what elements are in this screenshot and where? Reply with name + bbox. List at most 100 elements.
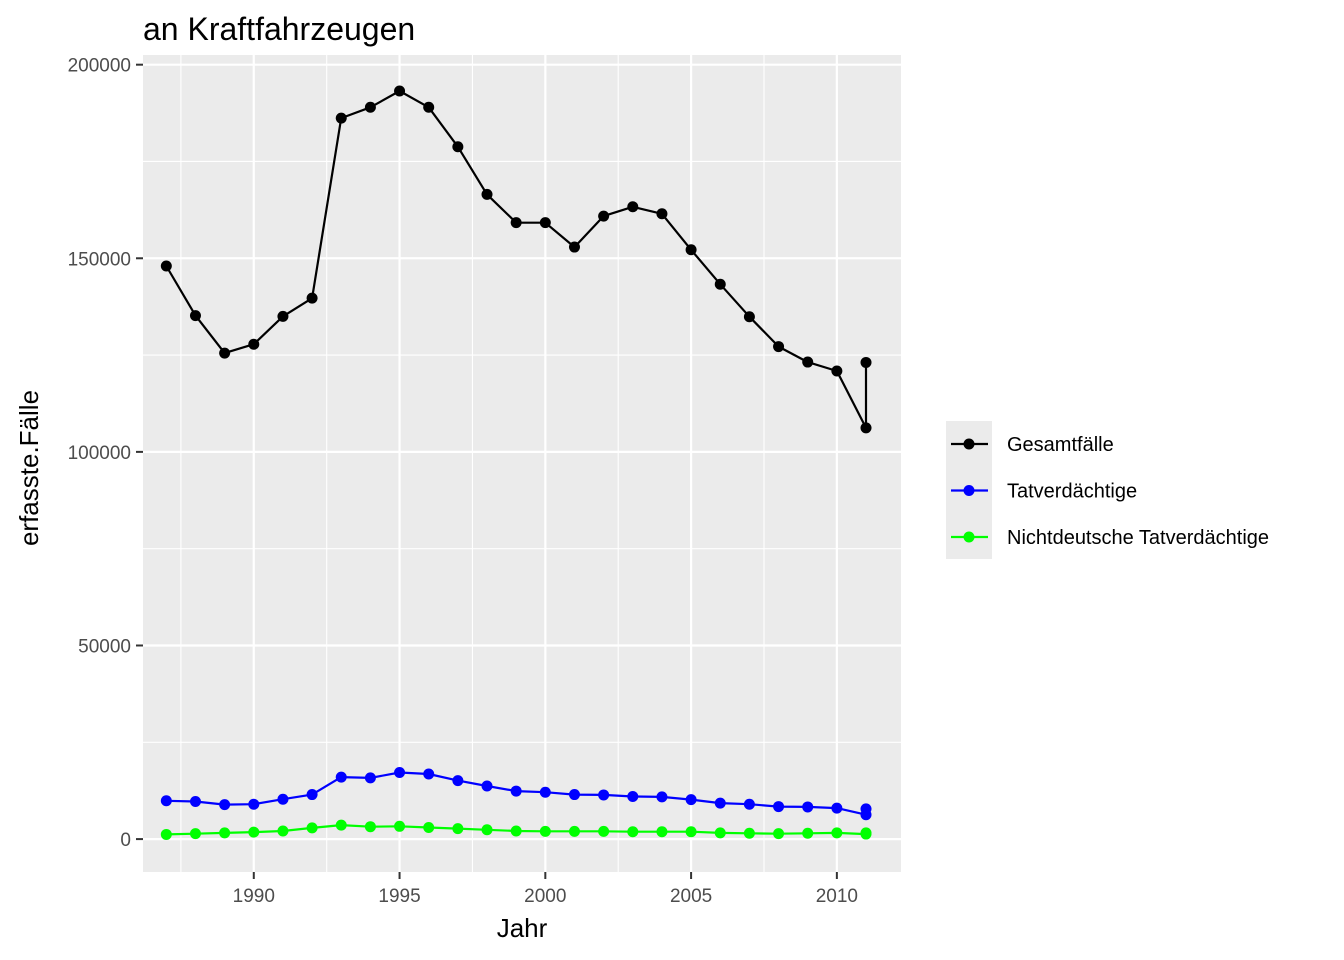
series-3-point [860, 827, 872, 839]
plot-panel [143, 55, 901, 872]
series-2-point [714, 797, 726, 809]
series-3-point [364, 821, 376, 833]
series-2-point [656, 791, 668, 803]
series-1-line [165, 89, 868, 429]
y-tick-label: 0 [120, 830, 131, 851]
series-1-point [219, 347, 231, 359]
series-2-point [802, 801, 814, 813]
major-gridlines [143, 55, 901, 872]
series-2-point [423, 768, 435, 780]
series-3-point [831, 827, 843, 839]
series-1-point [481, 188, 493, 200]
series-2-point [335, 771, 347, 783]
series-1-point [423, 101, 435, 113]
series-1-point [802, 356, 814, 368]
minor-gridlines [143, 55, 901, 872]
y-tick-label: 50000 [78, 636, 131, 657]
series-3-point [189, 828, 201, 840]
series-2-point [364, 772, 376, 784]
x-axis-title: Jahr [497, 913, 548, 943]
series-1-point [860, 422, 872, 434]
series-2-point [452, 775, 464, 787]
series-2-point [277, 793, 289, 805]
y-tick-label: 100000 [68, 443, 131, 464]
series-2 [160, 766, 872, 821]
series-1-point [306, 292, 318, 304]
series-3 [160, 819, 872, 840]
series-3-point [394, 820, 406, 832]
series-3-point [306, 822, 318, 834]
series-3-point [656, 826, 668, 838]
series-1-point [160, 260, 172, 272]
series-1-point [277, 310, 289, 322]
series-2-point [598, 789, 610, 801]
series-3-point [773, 828, 785, 840]
series-3-point [335, 819, 347, 831]
series-1-point [539, 217, 551, 229]
series-3-point [160, 828, 172, 840]
series-2-point [860, 803, 872, 815]
y-tick-label: 200000 [68, 56, 131, 77]
y-axis-title: erfasste.Fälle [14, 390, 44, 546]
series-3-point [743, 827, 755, 839]
series-1-point [714, 278, 726, 290]
series-2-point [831, 802, 843, 814]
y-axis: 0 50000 100000 150000 200000 [68, 56, 143, 851]
series-1 [160, 85, 872, 434]
series-2-point [306, 789, 318, 801]
series-3-point [452, 823, 464, 835]
series-1-point [189, 310, 201, 322]
series-1-point [685, 244, 697, 256]
series-2-point [568, 789, 580, 801]
series-layer [160, 85, 872, 840]
series-1-point [568, 241, 580, 253]
series-3-point [481, 824, 493, 836]
series-3-point [510, 825, 522, 837]
series-2-point [510, 785, 522, 797]
x-tick-label: 2010 [816, 886, 858, 907]
series-1-point [743, 311, 755, 323]
x-tick-label: 2000 [524, 886, 566, 907]
series-1-point [598, 210, 610, 222]
series-3-point [714, 827, 726, 839]
series-2-point [481, 780, 493, 792]
series-1-point [452, 141, 464, 153]
chart-title: an Kraftfahrzeugen [143, 11, 415, 47]
series-3-point [423, 821, 435, 833]
series-1-point [335, 112, 347, 124]
y-tick-label: 150000 [68, 249, 131, 270]
series-1-point [860, 356, 872, 368]
series-1-point [248, 338, 260, 350]
series-2-point [743, 798, 755, 810]
legend-key-point [963, 438, 975, 450]
series-2-point [394, 766, 406, 778]
series-3-point [248, 826, 260, 838]
legend-label: Tatverdächtige [1007, 481, 1137, 503]
series-1-point [773, 341, 785, 353]
legend-key-point [963, 531, 975, 543]
series-2-point [685, 794, 697, 806]
series-2-point [627, 790, 639, 802]
x-tick-label: 2005 [670, 886, 712, 907]
series-3-point [685, 826, 697, 838]
series-1-point [510, 217, 522, 229]
series-1-point [831, 365, 843, 377]
series-2-point [248, 798, 260, 810]
series-1-point [364, 101, 376, 113]
series-2-point [189, 796, 201, 808]
series-1-point [394, 85, 406, 97]
series-1-point [627, 201, 639, 213]
legend: Gesamtfälle Tatverdächtige Nichtdeutsche T… [946, 421, 1269, 559]
series-3-point [568, 825, 580, 837]
series-3-point [277, 825, 289, 837]
series-2-point [219, 799, 231, 811]
series-1-point [656, 208, 668, 220]
x-tick-label: 1990 [233, 886, 275, 907]
series-2-point [773, 801, 785, 813]
x-axis: 1990 1995 2000 2005 2010 [233, 872, 858, 907]
series-2-point [539, 786, 551, 798]
series-3-point [598, 825, 610, 837]
legend-key-point [963, 485, 975, 496]
series-3-point [539, 825, 551, 837]
series-3-point [802, 827, 814, 839]
